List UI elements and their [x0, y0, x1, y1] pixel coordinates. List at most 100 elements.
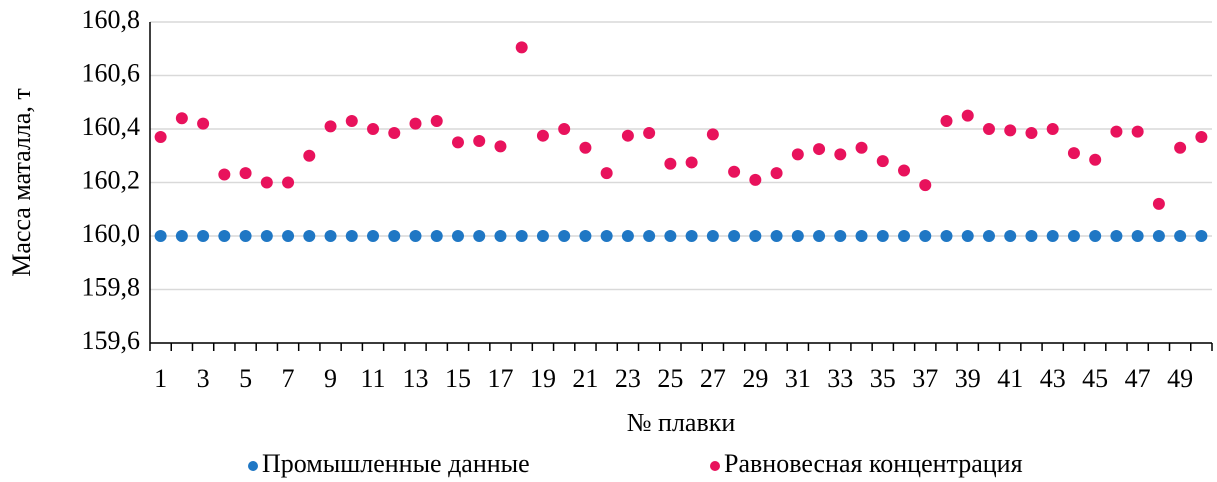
point	[558, 123, 571, 135]
y-axis-title: Масса маталла, т	[7, 88, 36, 277]
x-tick-label: 9	[324, 364, 337, 393]
point	[515, 230, 528, 242]
point	[749, 230, 762, 242]
point	[579, 230, 592, 242]
x-axis-title: № плавки	[627, 408, 736, 437]
point	[1131, 230, 1144, 242]
x-tick-label: 17	[487, 364, 513, 393]
x-tick-label: 13	[403, 364, 429, 393]
point	[239, 167, 252, 180]
point	[260, 230, 273, 242]
x-tick-label: 45	[1082, 364, 1108, 393]
point	[324, 230, 337, 242]
point	[324, 120, 337, 133]
x-tick-label: 43	[1040, 364, 1066, 393]
y-tick-label: 160,4	[82, 112, 141, 141]
point	[961, 109, 974, 122]
point	[1174, 230, 1187, 242]
point	[1025, 230, 1038, 242]
x-tick-label: 27	[700, 364, 726, 393]
x-tick-label: 15	[445, 364, 471, 393]
point	[770, 167, 783, 180]
point	[282, 176, 295, 189]
point	[982, 230, 995, 242]
x-tick-label: 35	[870, 364, 896, 393]
y-tick-label: 160,2	[82, 165, 141, 194]
x-tick-label: 49	[1167, 364, 1193, 393]
point	[728, 165, 741, 178]
point	[770, 230, 783, 242]
x-tick-label: 25	[657, 364, 683, 393]
point	[430, 114, 443, 127]
x-tick-label: 11	[360, 364, 385, 393]
x-tick-label: 5	[239, 364, 252, 393]
point	[282, 230, 295, 242]
point	[345, 230, 358, 242]
point	[643, 230, 656, 242]
point	[473, 135, 486, 148]
point	[791, 148, 804, 161]
point	[451, 136, 464, 149]
point	[791, 230, 804, 242]
point	[982, 123, 995, 135]
point	[1152, 197, 1165, 210]
point	[260, 176, 273, 189]
point	[409, 117, 422, 130]
point	[1004, 124, 1017, 137]
x-tick-label: 1	[154, 364, 167, 393]
point	[558, 230, 571, 242]
x-tick-label: 41	[997, 364, 1023, 393]
point	[706, 128, 719, 141]
x-tick-label: 29	[742, 364, 768, 393]
x-tick-label: 37	[912, 364, 938, 393]
point	[1046, 230, 1059, 242]
point	[154, 131, 167, 144]
point	[685, 230, 698, 242]
point	[388, 127, 401, 140]
point	[940, 230, 953, 242]
y-tick-label: 159,6	[82, 326, 141, 355]
point	[1152, 230, 1165, 242]
point	[1110, 230, 1123, 242]
point	[154, 230, 167, 242]
legend-label: Промышленные данные	[262, 449, 530, 478]
point	[664, 230, 677, 242]
point	[728, 230, 741, 242]
point	[388, 230, 401, 242]
x-tick-label: 21	[572, 364, 598, 393]
point	[494, 140, 507, 153]
point	[473, 230, 486, 242]
y-tick-label: 160,8	[82, 5, 141, 34]
point	[664, 157, 677, 170]
point	[643, 127, 656, 140]
point	[197, 230, 210, 242]
point	[303, 149, 316, 162]
point	[876, 230, 889, 242]
x-tick-label: 47	[1125, 364, 1151, 393]
point	[536, 129, 549, 142]
point	[813, 230, 826, 242]
point	[834, 148, 847, 161]
y-tick-label: 160,0	[82, 219, 141, 248]
point	[451, 230, 464, 242]
point	[218, 168, 231, 181]
point	[1067, 230, 1080, 242]
point	[367, 230, 380, 242]
point	[197, 117, 210, 130]
point	[600, 167, 613, 180]
point	[1174, 141, 1187, 154]
x-tick-label: 19	[530, 364, 556, 393]
point	[919, 179, 932, 192]
point	[685, 156, 698, 169]
legend-label: Равновесная концентрация	[724, 449, 1023, 478]
point	[579, 141, 592, 154]
point	[1067, 147, 1080, 160]
point	[536, 230, 549, 242]
point	[494, 230, 507, 242]
point	[1089, 230, 1102, 242]
legend-marker	[710, 461, 720, 471]
point	[1131, 125, 1144, 138]
y-tick-label: 160,6	[82, 58, 141, 87]
point	[303, 230, 316, 242]
